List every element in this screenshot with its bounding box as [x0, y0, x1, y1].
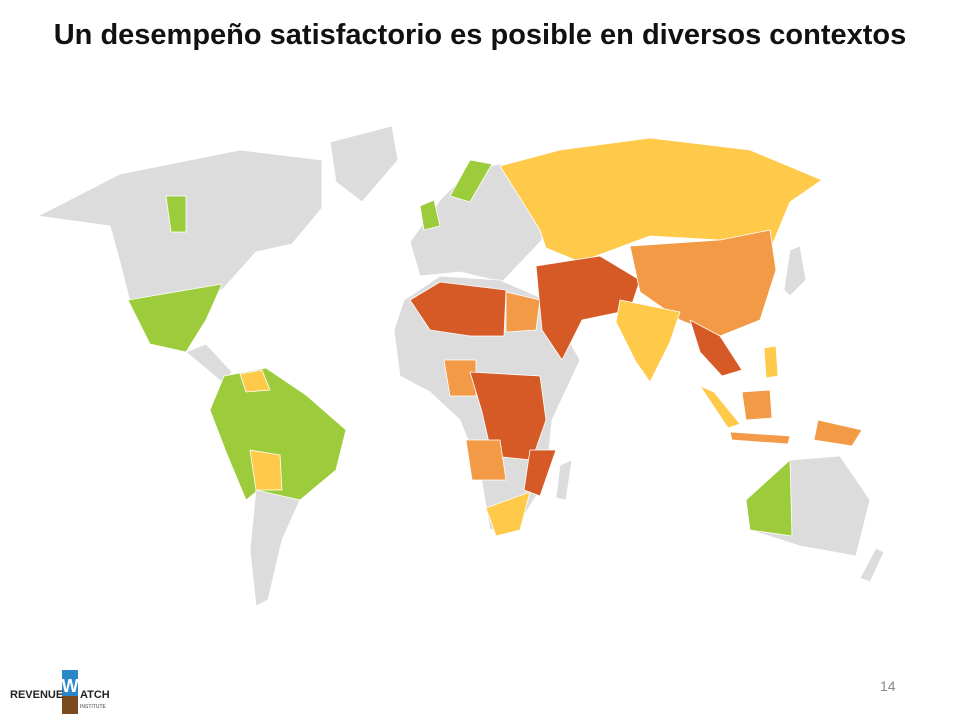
- java: [729, 431, 791, 445]
- philippines: [763, 345, 779, 379]
- middle-east: [535, 255, 641, 361]
- japan: [783, 245, 807, 297]
- logo-text-right: ATCH: [80, 689, 110, 701]
- central-america: [185, 343, 233, 383]
- logo-mark-top: [62, 670, 78, 696]
- egypt: [505, 291, 541, 333]
- mozambique: [523, 449, 557, 497]
- norway: [449, 159, 493, 203]
- north-africa: [409, 281, 507, 337]
- logo-mark: W: [62, 676, 79, 696]
- southeast-asia: [689, 319, 743, 377]
- russia: [499, 137, 823, 263]
- south-africa: [485, 491, 531, 537]
- madagascar: [555, 459, 573, 501]
- mexico: [127, 283, 223, 353]
- logo-mark-bottom: [62, 696, 78, 714]
- page-number: 14: [880, 678, 896, 694]
- logo: REVENUE W ATCH INSTITUTE: [10, 670, 110, 714]
- venezuela: [239, 369, 271, 393]
- logo-subtext: INSTITUTE: [80, 704, 106, 710]
- new-zealand: [859, 547, 885, 583]
- alberta: [165, 195, 187, 233]
- southern-cone: [249, 489, 301, 607]
- india: [615, 299, 681, 383]
- logo-text-left: REVENUE: [10, 689, 63, 701]
- slide-title: Un desempeño satisfactorio es posible en…: [53, 19, 907, 51]
- western-australia: [745, 459, 793, 537]
- bolivia: [249, 449, 283, 491]
- greenland: [329, 125, 399, 203]
- borneo: [741, 389, 773, 421]
- papua: [813, 419, 863, 447]
- angola: [465, 439, 507, 481]
- uk: [419, 199, 441, 231]
- nigeria: [443, 359, 477, 397]
- sumatra: [699, 385, 741, 429]
